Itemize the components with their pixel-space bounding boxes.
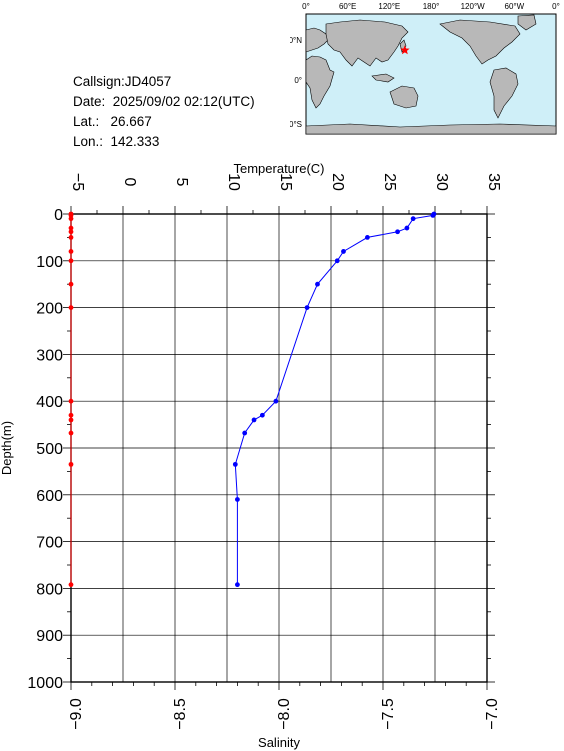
- temperature-axis-label: Temperature(C): [233, 161, 324, 176]
- depth-tick-label: 400: [36, 394, 63, 411]
- salinity-data-point: [68, 430, 74, 436]
- map-longitude-label: 0°: [302, 2, 310, 11]
- salinity-tick-label: −8.5: [172, 698, 189, 730]
- temperature-data-point: [251, 417, 257, 423]
- temperature-tick-label: 20: [329, 173, 346, 191]
- station-info: Callsign:JD4057 Date: 2025/09/02 02:12(U…: [73, 72, 255, 152]
- temperature-tick-label: −5: [69, 173, 86, 191]
- depth-tick-label: 100: [36, 254, 63, 271]
- depth-tick-label: 600: [36, 488, 63, 505]
- land-africa: [305, 55, 335, 109]
- salinity-data-point: [68, 229, 74, 235]
- depth-tick-label: 1000: [27, 675, 63, 692]
- world-map: 0° 60°E 120°E 180° 120°W 60°W 0° 60°N 0° 60°S: [290, 2, 560, 135]
- map-longitude-label: 120°W: [461, 2, 486, 11]
- star-icon: [400, 45, 410, 55]
- land-europe: [305, 27, 329, 53]
- salinity-tick-label: −7.0: [484, 698, 501, 730]
- map-latitude-label: 60°S: [290, 120, 302, 129]
- map-landmasses: [305, 14, 557, 135]
- salinity-data-point: [68, 281, 74, 287]
- temperature-data-point: [273, 398, 279, 404]
- temperature-tick-label: 5: [173, 178, 190, 187]
- salinity-data-point: [68, 216, 74, 222]
- map-longitude-label: 0°: [552, 2, 560, 11]
- depth-tick-label: 500: [36, 441, 63, 458]
- salinity-data-point: [68, 235, 74, 240]
- temperature-data-point: [232, 461, 238, 467]
- map-longitude-label: 180°: [423, 2, 440, 11]
- temperature-data-point: [259, 412, 265, 418]
- date-text: Date: 2025/09/02 02:12(UTC): [73, 94, 255, 109]
- minor-ticks: [63, 206, 495, 690]
- callsign-text: Callsign:JD4057: [73, 74, 172, 89]
- map-side-labels: 60°N 0° 60°S: [290, 36, 302, 129]
- land-north-america: [439, 19, 521, 65]
- temperature-data-point: [365, 235, 370, 240]
- map-longitude-label: 60°W: [505, 2, 525, 11]
- depth-tick-labels: 0 100 200 300 400 500 600 700 800 900 1000: [27, 207, 63, 692]
- temperature-data-point: [315, 281, 320, 287]
- temperature-data-point: [404, 225, 410, 231]
- salinity-data-point: [68, 582, 74, 588]
- salinity-tick-label: −7.5: [380, 698, 397, 730]
- salinity-data-point: [68, 461, 74, 467]
- temperature-data-point: [430, 213, 436, 218]
- depth-tick-label: 300: [36, 347, 63, 364]
- lon-text: Lon.: 142.333: [73, 134, 160, 149]
- salinity-axis-label: Salinity: [258, 735, 300, 750]
- temperature-tick-label: 10: [225, 173, 242, 191]
- salinity-data-point: [68, 225, 74, 231]
- temperature-data-point: [410, 216, 416, 222]
- depth-axis-label: Depth(m): [0, 421, 14, 475]
- map-latitude-label: 60°N: [290, 36, 302, 45]
- depth-tick-label: 800: [36, 581, 63, 598]
- salinity-tick-labels: −9.0 −8.5 −8.0 −7.5 −7.0: [68, 698, 501, 730]
- lat-text: Lat.: 26.667: [73, 114, 152, 129]
- salinity-data-point: [68, 417, 74, 423]
- depth-tick-label: 200: [36, 301, 63, 318]
- map-top-labels: 0° 60°E 120°E 180° 120°W 60°W 0°: [302, 2, 560, 11]
- depth-tick-label: 700: [36, 535, 63, 552]
- temperature-tick-label: 35: [485, 173, 502, 191]
- salinity-data-point: [68, 412, 74, 418]
- salinity-tick-label: −8.0: [276, 698, 293, 730]
- salinity-data-point: [68, 305, 74, 310]
- salinity-data-point: [68, 249, 74, 254]
- map-longitude-label: 120°E: [378, 2, 400, 11]
- temperature-data-point: [304, 305, 310, 310]
- land-greenland: [517, 14, 537, 31]
- temperature-tick-label: 15: [277, 173, 294, 191]
- land-antarctica: [305, 123, 557, 135]
- map-longitude-label: 60°E: [339, 2, 356, 11]
- land-south-america: [489, 67, 519, 119]
- temperature-tick-label: 0: [121, 178, 138, 187]
- land-asia: [325, 19, 409, 67]
- salinity-data-point: [68, 398, 74, 404]
- temperature-data-point: [235, 582, 240, 588]
- land-australia: [389, 85, 419, 109]
- map-latitude-label: 0°: [294, 76, 302, 85]
- land-indonesia: [371, 73, 395, 83]
- temperature-tick-label: 25: [381, 173, 398, 191]
- salinity-data-point: [68, 258, 74, 264]
- station-marker-icon: [400, 45, 410, 55]
- temperature-tick-label: 30: [433, 173, 450, 191]
- temperature-data-point: [341, 249, 346, 254]
- temperature-data-point: [395, 229, 400, 235]
- temperature-data-point: [334, 258, 340, 264]
- temperature-data-point: [242, 430, 248, 436]
- data-series: [68, 211, 437, 588]
- salinity-tick-label: −9.0: [68, 698, 85, 730]
- depth-tick-label: 0: [54, 207, 63, 224]
- depth-tick-label: 900: [36, 628, 63, 645]
- temperature-tick-labels: −5 0 5 10 15 20 25 30 35: [69, 173, 502, 191]
- temperature-data-point: [235, 497, 240, 502]
